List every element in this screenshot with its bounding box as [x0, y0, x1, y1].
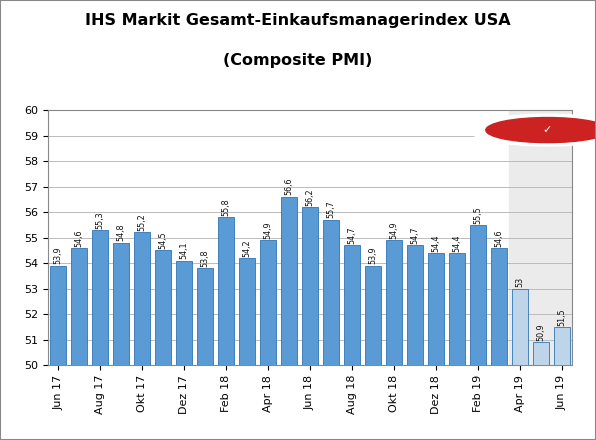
- Bar: [72, 248, 87, 365]
- Text: 54,1: 54,1: [179, 242, 188, 259]
- Bar: [449, 253, 465, 365]
- Text: stockstreet.de: stockstreet.de: [377, 118, 486, 131]
- Text: 55,8: 55,8: [222, 198, 231, 216]
- Text: unabhängig • strategisch • trefflicher: unabhängig • strategisch • trefflicher: [377, 141, 495, 146]
- Bar: [92, 230, 108, 365]
- Text: 55,2: 55,2: [138, 213, 147, 231]
- Bar: [533, 342, 548, 365]
- Text: ✓: ✓: [543, 125, 552, 135]
- Bar: [344, 245, 360, 365]
- Bar: [407, 245, 423, 365]
- Text: 55,5: 55,5: [473, 206, 482, 224]
- Text: 53,8: 53,8: [200, 249, 210, 267]
- Text: 54,9: 54,9: [263, 221, 272, 239]
- Text: 53,9: 53,9: [54, 247, 63, 264]
- Bar: [509, 110, 572, 365]
- Text: (Composite PMI): (Composite PMI): [224, 53, 372, 68]
- Bar: [239, 258, 255, 365]
- Bar: [554, 327, 570, 365]
- Circle shape: [486, 117, 596, 143]
- Text: 54,9: 54,9: [389, 221, 398, 239]
- Bar: [134, 232, 150, 365]
- Bar: [260, 240, 276, 365]
- Bar: [491, 248, 507, 365]
- Text: 54,7: 54,7: [410, 226, 420, 244]
- Bar: [512, 289, 527, 365]
- Circle shape: [470, 114, 596, 146]
- Text: IHS Markit Gesamt-Einkaufsmanagerindex USA: IHS Markit Gesamt-Einkaufsmanagerindex U…: [85, 13, 511, 28]
- Bar: [428, 253, 443, 365]
- Bar: [302, 207, 318, 365]
- Text: 54,5: 54,5: [159, 231, 167, 249]
- Bar: [386, 240, 402, 365]
- Bar: [155, 250, 171, 365]
- Text: 54,4: 54,4: [432, 234, 440, 252]
- Text: 53: 53: [515, 277, 524, 287]
- Text: 51,5: 51,5: [557, 308, 566, 326]
- Text: 54,7: 54,7: [347, 226, 356, 244]
- Bar: [50, 266, 66, 365]
- Text: 54,4: 54,4: [452, 234, 461, 252]
- Text: 54,8: 54,8: [117, 224, 126, 242]
- Bar: [281, 197, 297, 365]
- Text: 50,9: 50,9: [536, 323, 545, 341]
- Text: 56,2: 56,2: [305, 188, 315, 205]
- Text: 56,6: 56,6: [284, 178, 293, 195]
- Bar: [365, 266, 381, 365]
- Text: 53,9: 53,9: [368, 247, 377, 264]
- Text: 54,6: 54,6: [494, 229, 503, 246]
- Bar: [323, 220, 339, 365]
- Bar: [197, 268, 213, 365]
- Text: 55,7: 55,7: [327, 201, 336, 218]
- Bar: [176, 260, 192, 365]
- Text: 55,3: 55,3: [95, 211, 105, 229]
- Bar: [470, 225, 486, 365]
- Bar: [113, 243, 129, 365]
- Text: 54,2: 54,2: [243, 239, 252, 257]
- Bar: [218, 217, 234, 365]
- Text: 54,6: 54,6: [74, 229, 83, 246]
